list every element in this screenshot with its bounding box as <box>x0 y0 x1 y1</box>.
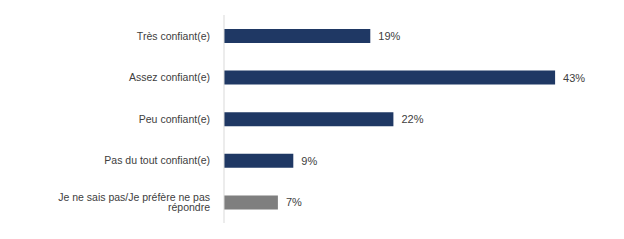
svg-text:Je ne sais pas/Je préfère ne p: Je ne sais pas/Je préfère ne pasrépondre <box>58 191 210 214</box>
svg-text:22%: 22% <box>401 113 423 125</box>
svg-text:Peu confiant(e): Peu confiant(e) <box>139 113 210 125</box>
svg-text:Assez confiant(e): Assez confiant(e) <box>129 71 210 83</box>
svg-text:43%: 43% <box>563 72 585 84</box>
svg-text:19%: 19% <box>378 30 400 42</box>
svg-text:Pas du tout confiant(e): Pas du tout confiant(e) <box>104 154 210 166</box>
svg-text:Très confiant(e): Très confiant(e) <box>137 30 210 42</box>
svg-text:7%: 7% <box>286 196 302 208</box>
svg-text:9%: 9% <box>301 155 317 167</box>
